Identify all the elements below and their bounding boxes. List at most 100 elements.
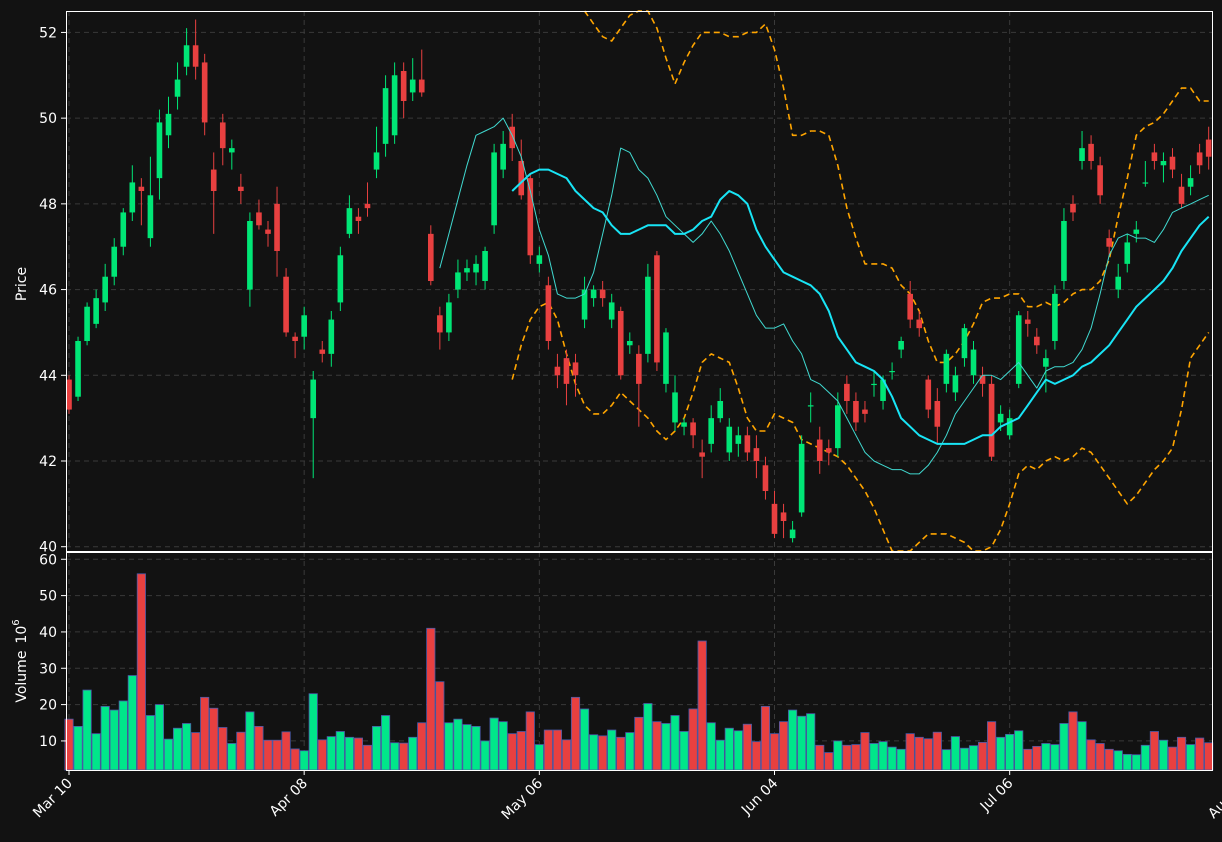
volume-bar-up: [172, 727, 183, 771]
volume-bar-up: [1131, 754, 1141, 771]
candle-up: [491, 152, 497, 226]
candle-up: [1142, 182, 1149, 184]
candle-up: [970, 349, 977, 376]
candle-down: [1205, 139, 1212, 157]
volume-axis-label-text: Volume: [14, 651, 30, 703]
candle-down: [1106, 238, 1112, 247]
volume-bar-up: [643, 703, 653, 771]
volume-bar-up: [489, 717, 499, 771]
candle-down: [1169, 156, 1176, 170]
candle-down: [554, 366, 561, 376]
candle-up: [156, 122, 163, 179]
candle-up: [943, 353, 950, 384]
candle-down: [916, 319, 923, 329]
candle-up: [1187, 178, 1194, 187]
candle-down: [219, 122, 226, 149]
bollinger-bands: [511, 10, 1210, 552]
candle-up: [663, 332, 669, 384]
volume-bar-up: [444, 722, 454, 771]
candle-up: [1015, 315, 1022, 384]
volume-tick-label: 40: [39, 625, 57, 641]
volume-bar-down: [200, 696, 210, 771]
volume-bar-up: [869, 743, 879, 771]
candle-up: [898, 341, 904, 350]
volume-bar-up: [498, 721, 508, 771]
volume-bar-up: [1158, 739, 1169, 771]
candle-up: [536, 255, 543, 264]
volume-bar-up: [91, 733, 101, 771]
candle-up: [1133, 229, 1140, 234]
volume-bar-down: [815, 744, 825, 771]
volume-bar-down: [923, 738, 933, 771]
candle-down: [654, 255, 660, 363]
volume-bar-down: [561, 739, 572, 771]
candle-up: [608, 302, 615, 320]
volume-bar-down: [652, 721, 662, 771]
candle-up: [409, 79, 416, 93]
fast-moving-average-line: [439, 117, 1209, 475]
lower-band-line: [511, 301, 1210, 552]
volume-tick-label: 60: [39, 552, 57, 568]
volume-bar-up: [408, 736, 418, 771]
volume-bar-down: [932, 731, 942, 771]
candle-down: [762, 465, 769, 491]
volume-bar-down: [281, 731, 291, 771]
candle-down: [418, 79, 425, 93]
volume-bar-down: [209, 707, 219, 771]
candle-up: [301, 315, 307, 337]
volume-bar-down: [1204, 742, 1214, 771]
upper-band-line: [583, 10, 1209, 364]
candle-up: [337, 255, 344, 303]
volume-bar-down: [1095, 743, 1105, 771]
volume-bar-down: [272, 739, 282, 771]
volume-bar-up: [788, 709, 798, 771]
volume-bar-down: [1032, 745, 1042, 771]
volume-bar-down: [263, 739, 273, 771]
candle-up: [581, 289, 588, 320]
candle-down: [319, 349, 326, 354]
candle-up: [229, 148, 235, 153]
candlesticks: [66, 19, 1212, 543]
volume-bar-up: [1140, 744, 1150, 771]
candle-down: [283, 276, 289, 333]
candle-up: [798, 443, 805, 513]
candle-up: [1043, 358, 1049, 367]
volume-bar-up: [887, 746, 897, 771]
candle-down: [1024, 319, 1031, 324]
volume-bar-up: [1122, 753, 1132, 771]
volume-bar-up: [833, 740, 843, 771]
volume-bar-down: [191, 732, 201, 771]
candle-up: [129, 182, 136, 213]
price-tick-label: 40: [39, 540, 57, 556]
candle-up: [1124, 242, 1131, 264]
volume-bar-up: [308, 693, 318, 771]
candle-down: [545, 285, 552, 341]
candle-down: [925, 379, 932, 410]
candle-down: [292, 336, 298, 341]
price-tick-label: 42: [39, 454, 57, 470]
volume-bar-down: [362, 744, 373, 771]
candle-up: [147, 195, 154, 239]
candle-down: [400, 71, 407, 101]
volume-bar-up: [607, 729, 617, 771]
candle-up: [672, 392, 678, 423]
volume-bar-up: [661, 723, 671, 771]
candle-down: [1196, 152, 1203, 166]
candle-up: [681, 422, 687, 427]
volume-bar-up: [959, 747, 970, 771]
volume-bar-down: [697, 640, 707, 771]
volume-bar-up: [390, 742, 400, 771]
volume-bar-down: [616, 736, 626, 771]
volume-bar-up: [145, 715, 155, 771]
volume-y-axis: 10 20 30 40 50 60: [39, 552, 66, 750]
candle-up: [174, 79, 181, 97]
price-tick-label: 44: [39, 368, 57, 384]
candle-down: [988, 383, 995, 457]
candle-down: [690, 422, 696, 436]
volume-bar-up: [480, 740, 490, 771]
candle-up: [708, 418, 714, 444]
volume-bar-up: [670, 715, 680, 771]
volume-bar-down: [1023, 748, 1033, 771]
price-axis-label: Price: [14, 267, 30, 301]
volume-bar-up: [326, 736, 336, 771]
